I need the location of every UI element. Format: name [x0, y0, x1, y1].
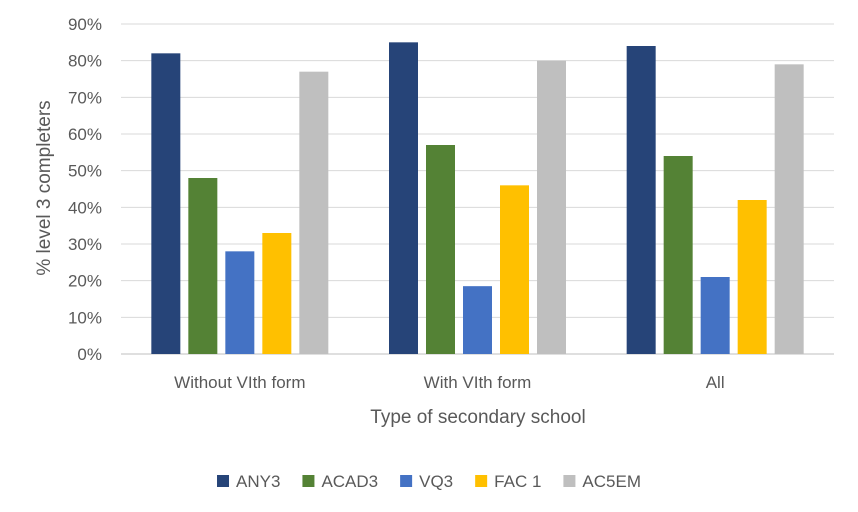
bar-ac5em-2 [774, 64, 804, 354]
bar-acad3-0 [188, 178, 218, 354]
y-tick-label: 40% [68, 198, 102, 217]
legend-item: VQ3 [400, 472, 453, 491]
legend-swatch [302, 475, 315, 487]
bar-ac5em-0 [299, 71, 329, 355]
x-axis-title: Type of secondary school [370, 407, 585, 428]
legend-swatch [563, 475, 576, 487]
legend-label: ACAD3 [321, 472, 378, 491]
bar-fac-1-0 [262, 233, 292, 354]
bar-vq3-0 [225, 251, 255, 354]
y-tick-label: 60% [68, 125, 102, 144]
bar-ac5em-1 [537, 60, 566, 355]
x-tick-label: Without VIth form [174, 373, 305, 392]
legend-label: VQ3 [419, 472, 453, 491]
legend-label: FAC 1 [494, 472, 541, 491]
y-tick-label: 80% [68, 52, 102, 71]
bar-vq3-2 [700, 277, 730, 354]
bar-vq3-1 [463, 286, 492, 354]
y-axis-title: % level 3 completers [34, 100, 55, 275]
y-tick-label: 70% [68, 88, 102, 107]
x-tick-label: All [706, 373, 725, 392]
bar-any3-2 [626, 46, 656, 354]
legend-swatch [475, 475, 488, 487]
bar-fac-1-1 [500, 185, 529, 354]
y-tick-label: 10% [68, 308, 102, 327]
legend-swatch [217, 475, 230, 487]
legend-item: FAC 1 [475, 472, 541, 491]
bar-fac-1-2 [737, 200, 767, 354]
legend-label: AC5EM [582, 472, 641, 491]
y-axis-ticks: 0% 10% 20% 30% 40% 50% 60% 70% 80% 90% [68, 15, 102, 364]
legend: ANY3 ACAD3 VQ3 FAC 1 AC5EM [217, 472, 641, 491]
y-tick-label: 50% [68, 162, 102, 181]
bar-any3-0 [151, 53, 181, 354]
bar-any3-1 [389, 42, 418, 354]
legend-item: ACAD3 [302, 472, 378, 491]
bar-acad3-1 [426, 145, 455, 354]
legend-item: AC5EM [563, 472, 641, 491]
y-tick-label: 0% [77, 345, 102, 364]
legend-item: ANY3 [217, 472, 280, 491]
bars [151, 42, 804, 355]
y-tick-label: 90% [68, 15, 102, 34]
x-axis-ticks: Without VIth form With VIth form All [174, 373, 724, 392]
bar-acad3-2 [663, 156, 693, 354]
y-tick-label: 20% [68, 272, 102, 291]
y-tick-label: 30% [68, 235, 102, 254]
legend-label: ANY3 [236, 472, 280, 491]
x-tick-label: With VIth form [424, 373, 532, 392]
legend-swatch [400, 475, 413, 487]
